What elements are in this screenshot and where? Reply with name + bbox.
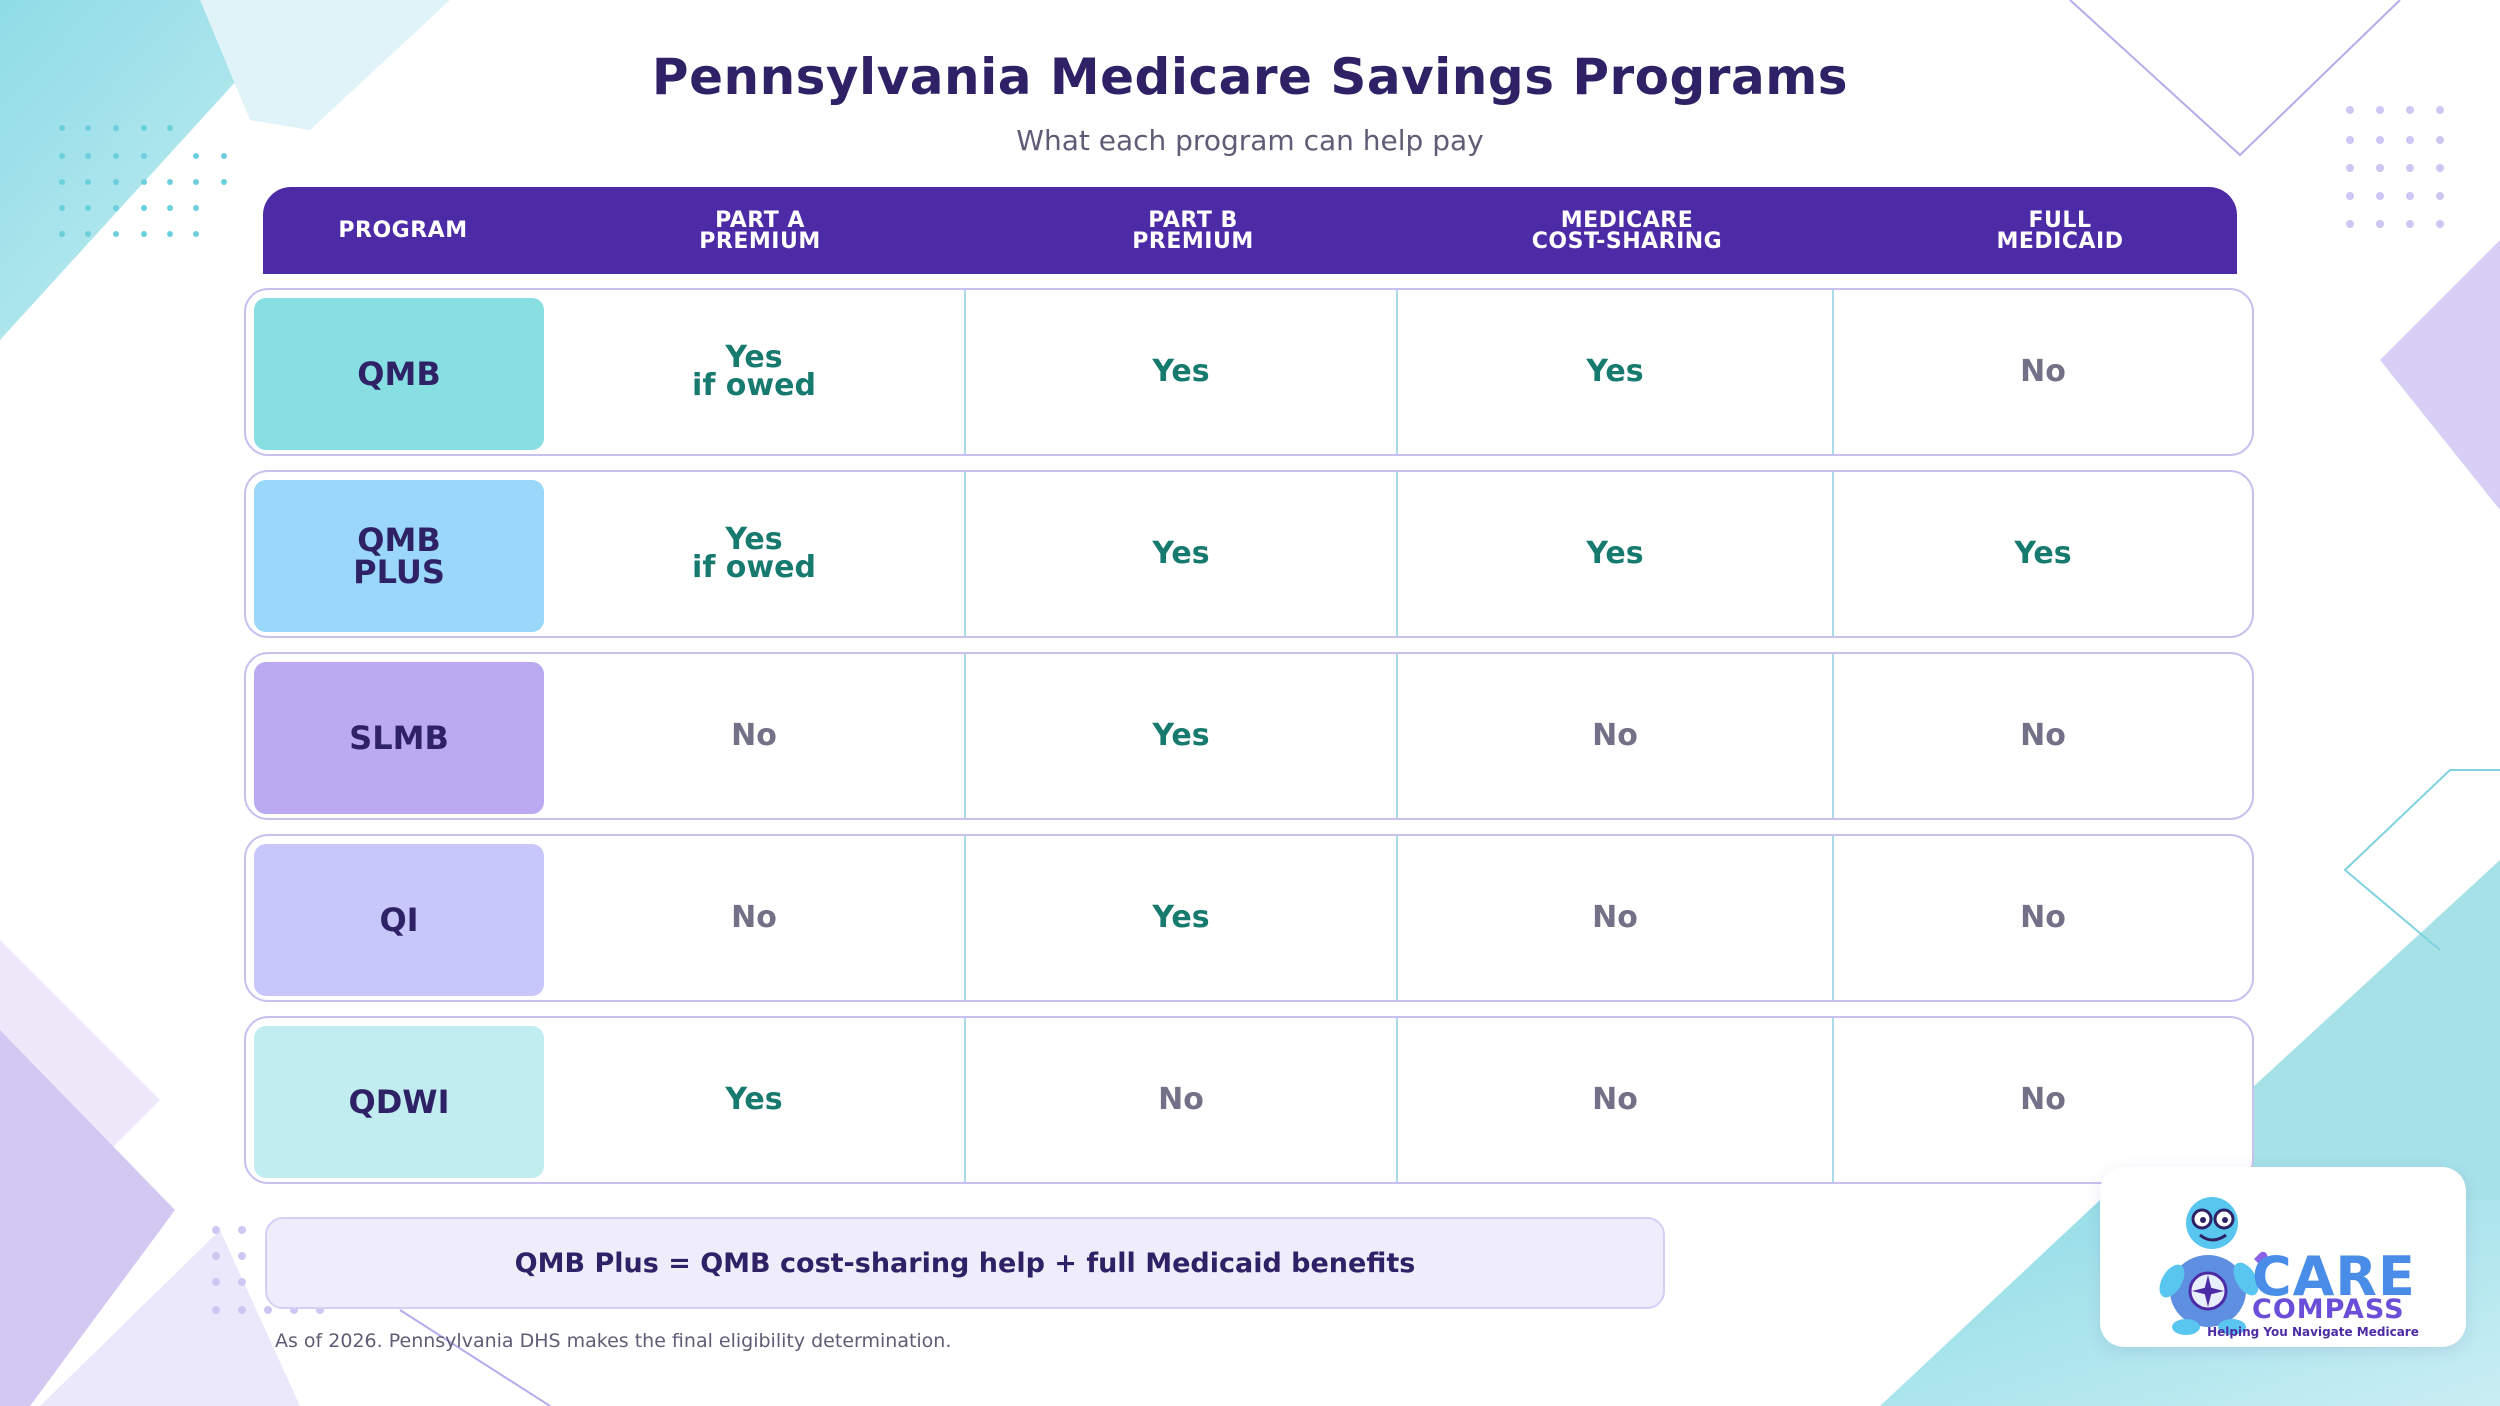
cell-cost-sharing: Yes — [1586, 354, 1644, 389]
cell-divider — [1396, 472, 1398, 636]
page-title: Pennsylvania Medicare Savings Programs — [651, 48, 1849, 106]
cell-part-b: Yes — [1152, 900, 1210, 935]
cell-part-a: No — [731, 718, 777, 753]
cell-divider — [964, 654, 966, 818]
table-row-qmb-plus: QMB PLUS Yes if owed Yes Yes Yes — [244, 470, 2254, 638]
cell-part-b: Yes — [1152, 354, 1210, 389]
program-badge: QDWI — [254, 1026, 544, 1178]
cell-part-a: No — [731, 900, 777, 935]
cell-cost-sharing: No — [1592, 718, 1638, 753]
logo-wordmark: CARE COMPASS — [2252, 1245, 2462, 1325]
program-badge: QMB — [254, 298, 544, 450]
logo-name-line2: COMPASS — [2252, 1294, 2405, 1325]
footnote: As of 2026. Pennsylvania DHS makes the f… — [275, 1330, 952, 1352]
cell-divider — [1832, 836, 1834, 1000]
cell-divider — [1832, 472, 1834, 636]
logo-name-line1: CARE — [2252, 1245, 2416, 1308]
table-header: PROGRAM PART A PREMIUM PART B PREMIUM ME… — [263, 187, 2237, 274]
cell-divider — [964, 290, 966, 454]
cell-part-b: No — [1158, 1082, 1204, 1117]
column-header-part-b: PART B PREMIUM — [1132, 207, 1254, 254]
table-row-qi: QI No Yes No No — [244, 834, 2254, 1002]
table-row-qmb: QMB Yes if owed Yes Yes No — [244, 288, 2254, 456]
table-row-slmb: SLMB No Yes No No — [244, 652, 2254, 820]
column-header-cost-sharing: MEDICARE COST-SHARING — [1531, 207, 1723, 254]
cell-divider — [1832, 654, 1834, 818]
cell-cost-sharing: No — [1592, 900, 1638, 935]
cell-divider — [1396, 1018, 1398, 1182]
cell-part-a: Yes if owed — [692, 522, 816, 585]
program-badge: QMB PLUS — [254, 480, 544, 632]
cell-full-medicaid: Yes — [2014, 536, 2072, 571]
care-compass-logo: CARE COMPASS Helping You Navigate Medica… — [2100, 1167, 2466, 1347]
cell-divider — [964, 1018, 966, 1182]
logo-tagline: Helping You Navigate Medicare — [2207, 1325, 2419, 1339]
cell-full-medicaid: No — [2020, 718, 2066, 753]
column-header-full-medicaid: FULL MEDICAID — [1996, 207, 2124, 254]
cell-part-b: Yes — [1152, 536, 1210, 571]
turtle-mascot-icon — [2159, 1197, 2268, 1335]
program-badge: SLMB — [254, 662, 544, 814]
cell-cost-sharing: No — [1592, 1082, 1638, 1117]
column-header-program: PROGRAM — [338, 218, 468, 243]
cell-divider — [964, 836, 966, 1000]
table-row-qdwi: QDWI Yes No No No — [244, 1016, 2254, 1184]
cell-divider — [1396, 654, 1398, 818]
page-subtitle: What each program can help pay — [1016, 124, 1484, 157]
cell-divider — [1396, 290, 1398, 454]
cell-part-a: Yes if owed — [692, 340, 816, 403]
program-badge: QI — [254, 844, 544, 996]
qmb-plus-note: QMB Plus = QMB cost-sharing help + full … — [265, 1217, 1665, 1309]
cell-cost-sharing: Yes — [1586, 536, 1644, 571]
cell-full-medicaid: No — [2020, 1082, 2066, 1117]
cell-divider — [1832, 290, 1834, 454]
cell-part-b: Yes — [1152, 718, 1210, 753]
cell-full-medicaid: No — [2020, 900, 2066, 935]
cell-part-a: Yes — [725, 1082, 783, 1117]
cell-divider — [964, 472, 966, 636]
cell-divider — [1396, 836, 1398, 1000]
column-header-part-a: PART A PREMIUM — [699, 207, 821, 254]
cell-full-medicaid: No — [2020, 354, 2066, 389]
cell-divider — [1832, 1018, 1834, 1182]
